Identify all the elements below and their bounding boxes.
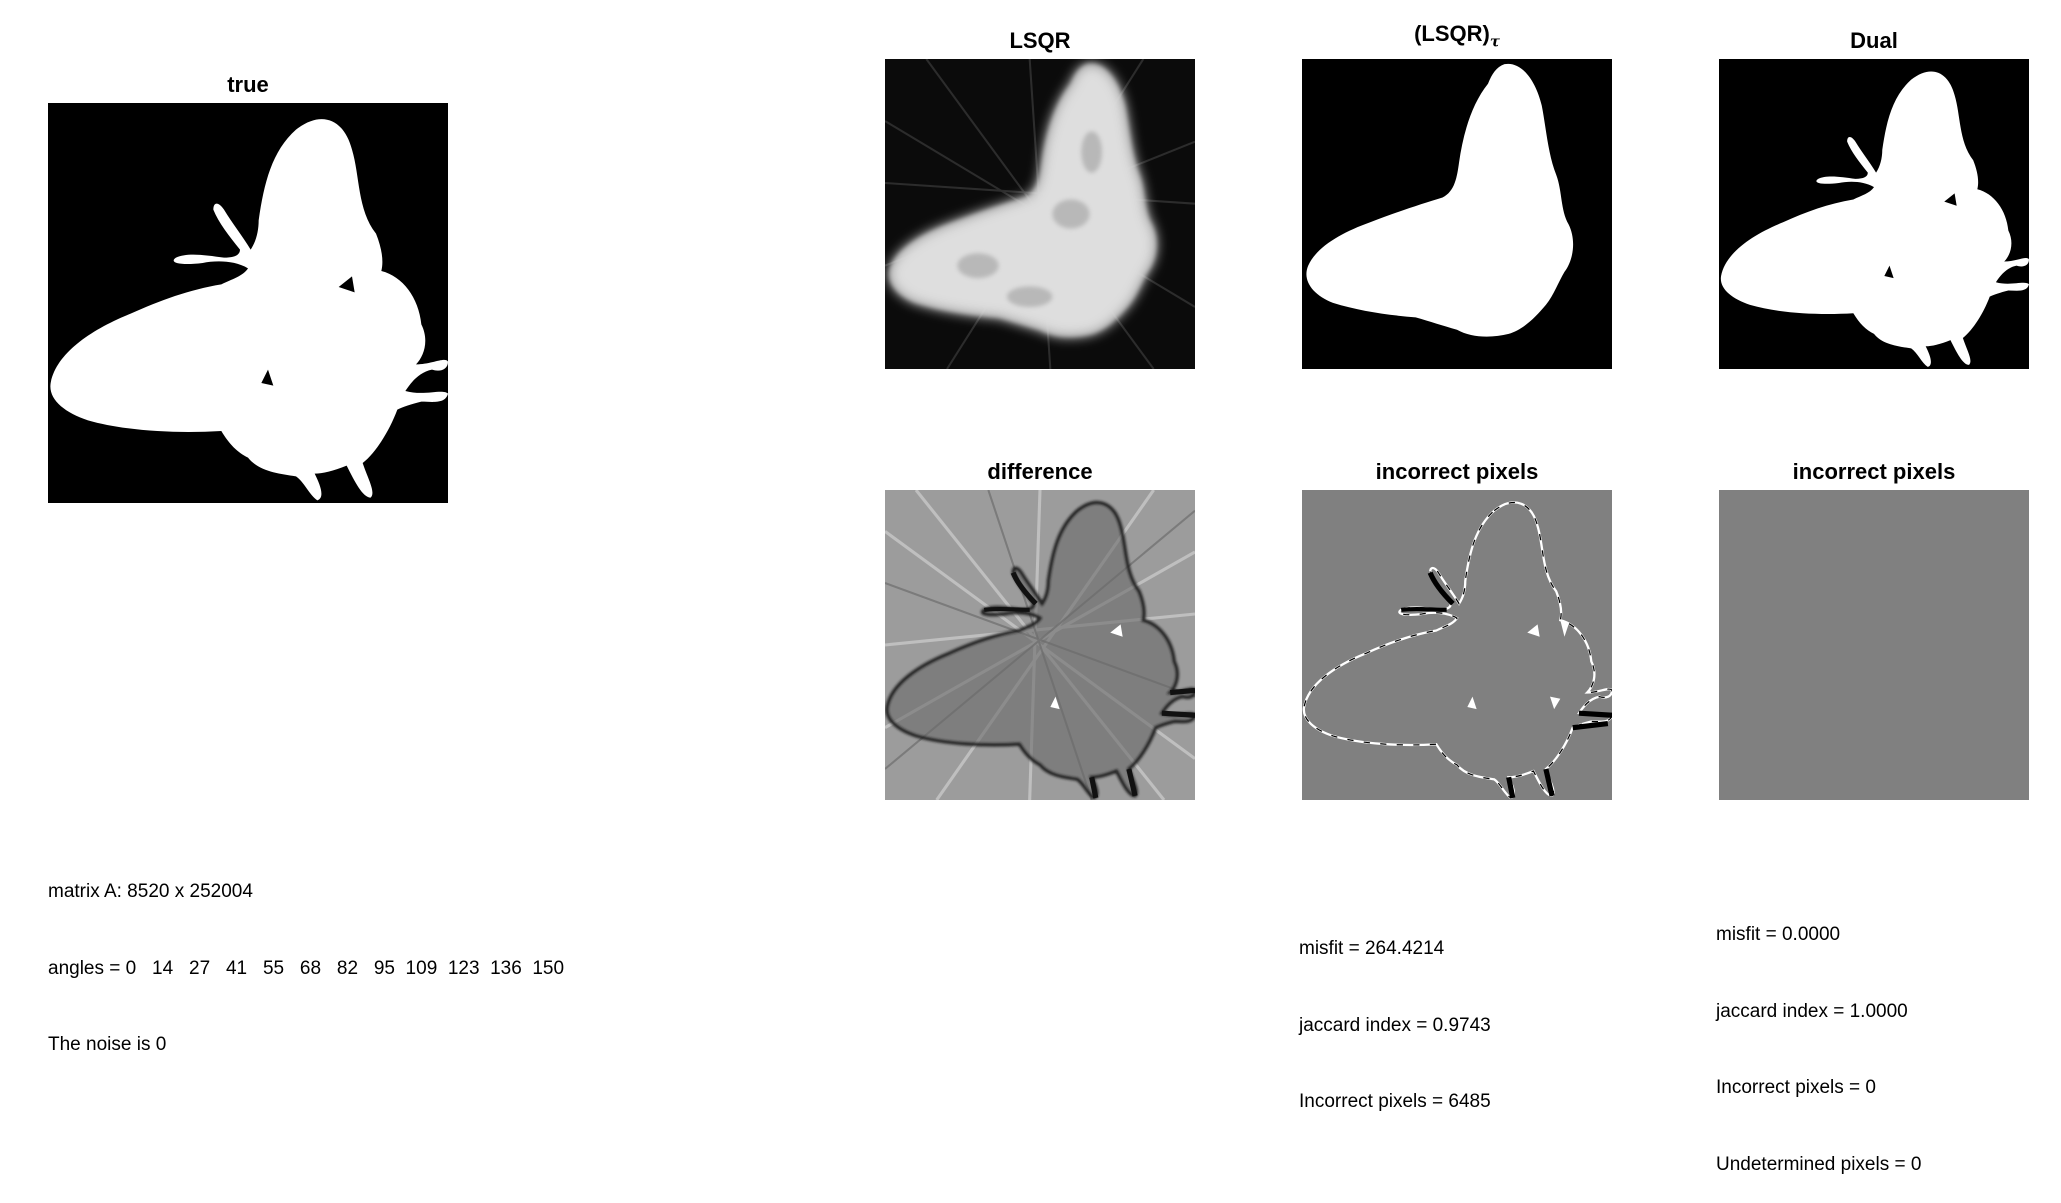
panel-title: incorrect pixels <box>1375 459 1539 484</box>
panel-title-subscript: τ <box>1489 32 1500 51</box>
panel-dual: Dual <box>1719 28 2029 369</box>
dual-undetermined-text: Undetermined pixels = 0 <box>1716 1153 1922 1175</box>
dual-misfit-text: misfit = 0.0000 <box>1716 924 1841 945</box>
incorrect-dual-image <box>1719 490 2029 800</box>
panel-title: incorrect pixels <box>1792 459 1956 484</box>
incorrect-lsqr-image <box>1302 490 1612 800</box>
dual-image <box>1719 59 2029 369</box>
noise-text: The noise is 0 <box>48 1034 167 1055</box>
dual-stats: misfit = 0.0000 jaccard index = 1.0000 I… <box>1716 871 1921 1203</box>
problem-info: matrix A: 8520 x 252004 angles = 0 14 27… <box>48 828 564 1083</box>
panel-incorrect-lsqr: incorrect pixels <box>1302 459 1612 800</box>
panel-true: true <box>48 72 448 503</box>
lsqr-image <box>885 59 1195 369</box>
panel-title: Dual <box>1850 28 1898 53</box>
true-image <box>48 103 448 503</box>
difference-image <box>885 490 1195 800</box>
dual-jaccard-text: jaccard index = 1.0000 <box>1716 1000 1908 1022</box>
panel-lsqr-tau: (LSQR)τ <box>1302 21 1612 369</box>
matrix-size-text: matrix A: 8520 x 252004 <box>48 881 253 902</box>
angles-text: angles = 0 14 27 41 55 68 82 95 109 123 … <box>48 957 565 979</box>
panel-title: (LSQR)τ <box>1302 21 1612 50</box>
panel-incorrect-dual: incorrect pixels <box>1719 459 2029 800</box>
lsqr-stats: misfit = 264.4214 jaccard index = 0.9743… <box>1299 885 1491 1140</box>
lsqr-incorrect-text: Incorrect pixels = 6485 <box>1299 1091 1491 1112</box>
lsqr-tau-image <box>1302 59 1612 369</box>
panel-lsqr: LSQR <box>885 28 1195 369</box>
panel-title: true <box>227 72 269 97</box>
panel-title: LSQR <box>1009 28 1071 53</box>
panel-title-text: (LSQR) <box>1414 21 1490 46</box>
lsqr-misfit-text: misfit = 264.4214 <box>1299 938 1445 959</box>
panel-title: difference <box>987 459 1093 484</box>
lsqr-jaccard-text: jaccard index = 0.9743 <box>1299 1014 1491 1036</box>
panel-difference: difference <box>885 459 1195 800</box>
dual-incorrect-text: Incorrect pixels = 0 <box>1716 1077 1876 1098</box>
